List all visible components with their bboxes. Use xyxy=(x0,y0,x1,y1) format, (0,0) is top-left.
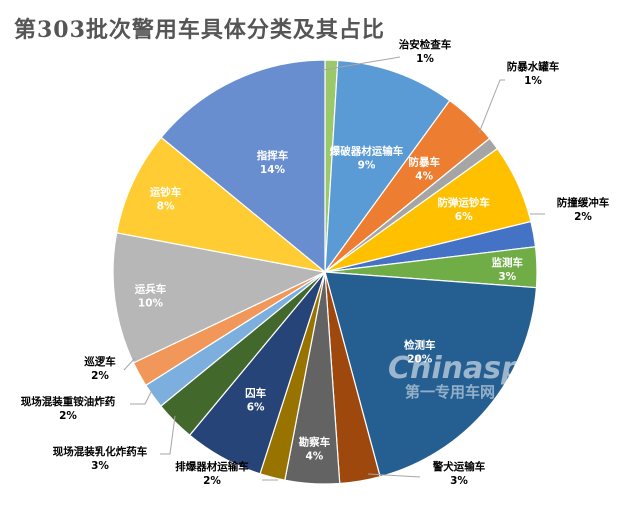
slice-label-name: 防弹运钞车 xyxy=(437,196,490,209)
pie-slice xyxy=(115,136,326,273)
slice-label-pct: 3% xyxy=(91,460,109,472)
slice-label-name: 监测车 xyxy=(492,256,524,269)
slice-label-name: 现场混装乳化炸药车 xyxy=(53,445,148,458)
pie-slices xyxy=(112,59,538,485)
slice-label-pct: 20% xyxy=(407,353,433,365)
leader-line xyxy=(123,357,136,371)
slice-label-pct: 4% xyxy=(415,170,433,182)
slice-label-pct: 3% xyxy=(450,475,468,487)
slice-label-name: 现场混装重铵油炸药 xyxy=(21,395,116,408)
leader-line xyxy=(322,56,401,71)
slice-label-pct: 6% xyxy=(247,401,265,413)
slice-label-pct: 9% xyxy=(358,159,376,171)
slice-label-name: 防暴水罐车 xyxy=(507,60,560,73)
slice-label-name: 运兵车 xyxy=(135,283,167,296)
slice-label-name: 指挥车 xyxy=(257,149,289,162)
watermark-main: Chinaspv xyxy=(388,351,544,386)
slice-label-pct: 1% xyxy=(524,75,542,87)
slice-label-name: 治安检查车 xyxy=(399,38,452,51)
slice-label-name: 排爆器材运输车 xyxy=(175,460,249,473)
slice-label-name: 防撞缓冲车 xyxy=(557,196,610,209)
slice-label-pct: 6% xyxy=(455,211,473,223)
slice-label-name: 运钞车 xyxy=(150,186,182,199)
slice-label-pct: 2% xyxy=(203,475,221,487)
slice-label-pct: 1% xyxy=(416,53,434,65)
leader-line xyxy=(478,79,505,134)
pie-slice xyxy=(324,271,538,478)
pie-slice xyxy=(324,59,451,275)
watermark-sub: 第一专用车网 xyxy=(405,383,495,401)
slice-label-name: 防暴车 xyxy=(408,155,440,168)
slice-label-name: 囚车 xyxy=(245,386,266,399)
slice-label-pct: 14% xyxy=(260,164,286,176)
leader-line xyxy=(130,389,153,405)
pie-slice xyxy=(112,232,327,364)
slice-label-name: 爆破器材运输车 xyxy=(330,144,404,157)
leader-line xyxy=(367,473,421,478)
slice-label-pct: 4% xyxy=(305,451,323,463)
slice-label-name: 检测车 xyxy=(404,338,436,351)
slice-label-pct: 2% xyxy=(91,370,109,382)
leader-line xyxy=(160,415,176,455)
slice-label-name: 勘察车 xyxy=(299,436,331,449)
slice-label-name: 巡逻车 xyxy=(84,355,116,368)
pie-slice xyxy=(160,59,326,274)
slice-label-pct: 2% xyxy=(59,410,77,422)
slice-label-pct: 2% xyxy=(574,211,592,223)
slice-label-pct: 8% xyxy=(157,201,175,213)
slice-labels: 治安检查车 1% 爆破器材运输车 9% 防暴车 4% 防暴水罐车 1% 防弹运钞车 6% 防撞缓冲车… xyxy=(21,38,610,487)
slice-label-pct: 3% xyxy=(498,271,516,283)
slice-label-pct: 10% xyxy=(138,298,164,310)
slice-label-name: 警犬运输车 xyxy=(432,460,486,473)
chart-title: 第303批次警用车具体分类及其占比 xyxy=(14,17,385,43)
